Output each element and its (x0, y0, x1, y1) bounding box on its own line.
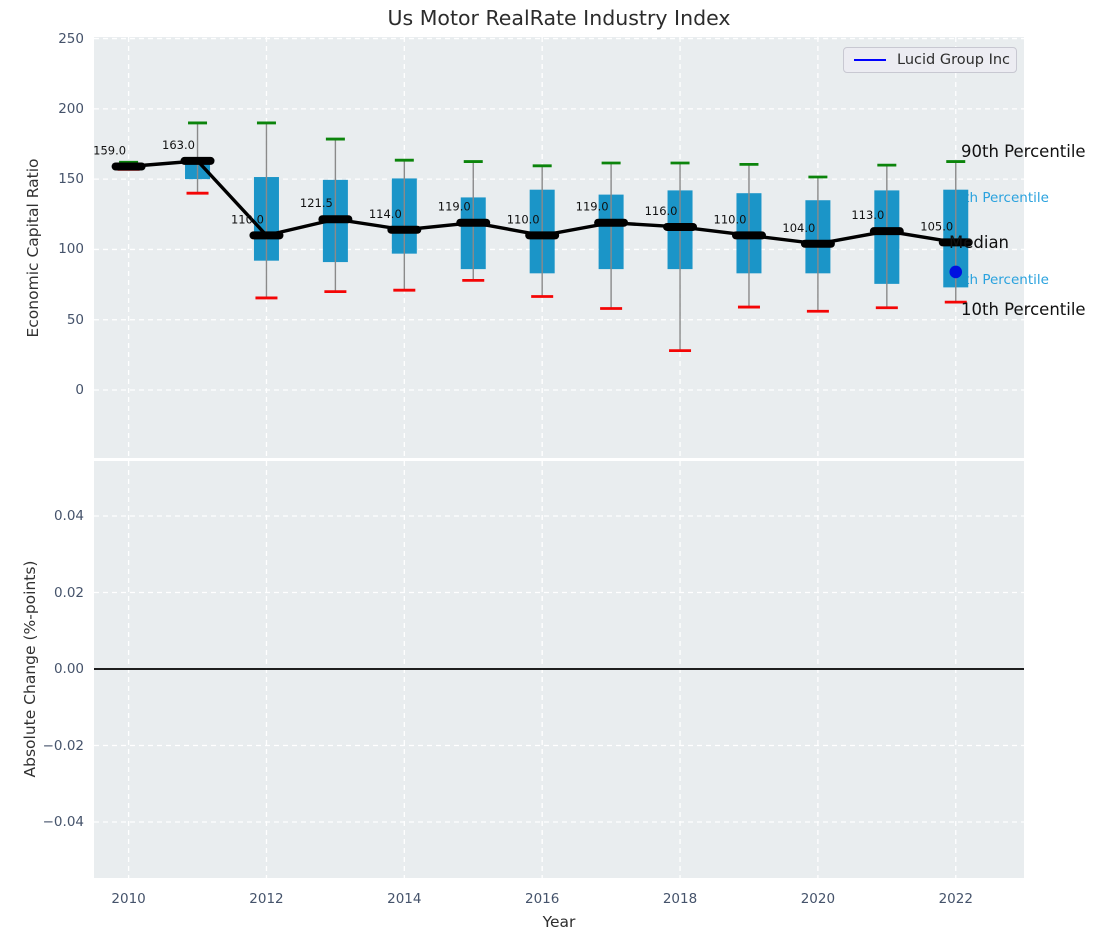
xtick-2012: 2012 (249, 891, 284, 907)
xtick-2010: 2010 (111, 891, 146, 907)
ytick-top-250: 250 (58, 30, 84, 47)
xtick-2014: 2014 (387, 891, 422, 907)
top-y-axis-label: Economic Capital Ratio (24, 158, 42, 338)
ytick-bottom-0.02: 0.02 (53, 584, 84, 601)
annotation-median: Median (949, 233, 1010, 252)
legend-series-label: Lucid Group Inc (897, 52, 1011, 68)
bottom-y-axis-label: Absolute Change (%-points) (21, 560, 39, 778)
ytick-top-50: 50 (66, 311, 84, 328)
annotation-10th-percentile: 10th Percentile (961, 300, 1086, 319)
chart-title: Us Motor RealRate Industry Index (387, 6, 731, 30)
ytick-top-150: 150 (58, 171, 84, 188)
ytick-bottom-−0.02: −0.02 (42, 737, 84, 754)
xtick-2018: 2018 (662, 891, 698, 907)
x-axis-label: Year (542, 913, 576, 931)
ytick-bottom-0.04: 0.04 (53, 508, 84, 524)
legend-box: Lucid Group Inc (843, 47, 1017, 73)
ytick-bottom-−0.04: −0.04 (42, 814, 84, 830)
annotation-90th-percentile: 90th Percentile (961, 142, 1086, 161)
bottom-plot-area (94, 461, 1024, 878)
ytick-top-0: 0 (75, 382, 84, 398)
ytick-top-200: 200 (58, 100, 84, 117)
xtick-2016: 2016 (524, 891, 560, 907)
ytick-top-100: 100 (58, 241, 84, 258)
top-plot-area (94, 37, 1024, 458)
xtick-2022: 2022 (938, 891, 973, 907)
ytick-bottom-0.00: 0.00 (53, 661, 84, 677)
annotation-25th-percentile: 25th Percentile (947, 272, 1049, 288)
annotation-75th-percentile: 75th Percentile (947, 190, 1049, 206)
xtick-2020: 2020 (800, 891, 836, 907)
legend-line-sample-icon (854, 59, 886, 61)
